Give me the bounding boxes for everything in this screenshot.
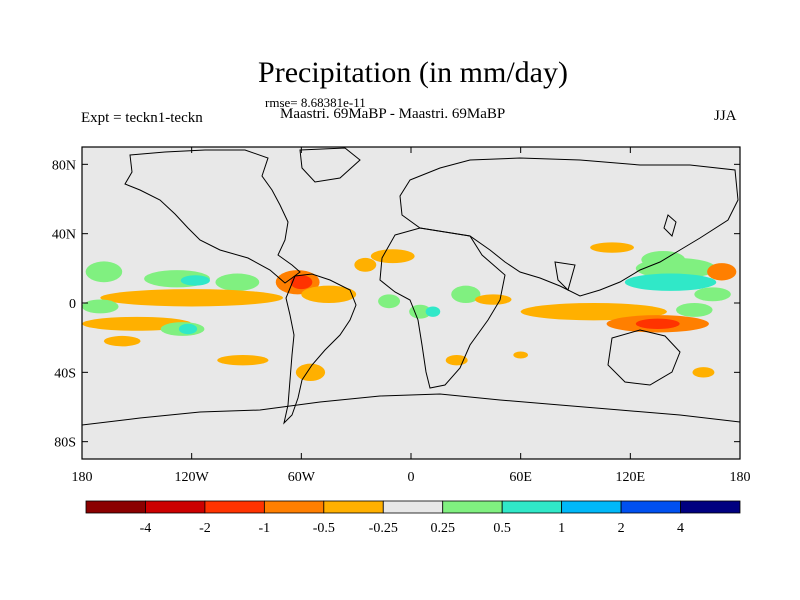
y-tick-label: 80N: [52, 158, 76, 173]
anomaly-layer: [82, 228, 737, 407]
x-tick-label: 60W: [288, 470, 316, 485]
greenland-coast: [299, 147, 361, 183]
plot-subtitle: Maastri. 69MaBP - Maastri. 69MaBP: [280, 106, 506, 122]
anomaly-patch: [217, 355, 269, 366]
y-axis: 80N 40N 0 40S 80S: [52, 158, 740, 451]
colorbar-label: -1: [259, 521, 271, 536]
x-tick-label: 60E: [509, 470, 532, 485]
anomaly-patch: [411, 231, 448, 243]
anomaly-patch: [378, 294, 401, 309]
anomaly-patch: [295, 363, 326, 382]
colorbar-label: 2: [618, 521, 625, 536]
plot-title: Precipitation (in mm/day): [258, 56, 568, 89]
anomaly-patch: [451, 285, 481, 304]
africa-coast: [379, 227, 506, 389]
anomaly-patch: [635, 318, 680, 329]
colorbar-swatch: [145, 500, 206, 514]
anomaly-patch: [400, 381, 452, 392]
colorbar-swatch: [204, 500, 265, 514]
anomaly-patch: [676, 303, 713, 317]
anomaly-patch: [520, 303, 667, 321]
anomaly-patch: [228, 382, 265, 397]
colorbar-swatch: [263, 500, 325, 514]
anomaly-patch: [82, 299, 119, 314]
coastlines: [82, 147, 740, 426]
anomaly-patch: [513, 351, 528, 359]
anomaly-patch: [438, 273, 475, 288]
colorbar-swatch: [85, 500, 146, 514]
australia-coast: [607, 329, 681, 386]
anomaly-patch: [387, 277, 417, 295]
colorbar-label: -2: [199, 521, 211, 536]
india-coast: [554, 261, 576, 291]
x-tick-label: 180: [730, 470, 751, 485]
antarctica-coast: [82, 393, 740, 426]
x-axis: 180 120W 60W 0 60E 120E 180: [72, 147, 751, 485]
colorbar-label: 1: [558, 521, 565, 536]
colorbar-label: 4: [677, 521, 684, 536]
anomaly-patch: [445, 355, 468, 366]
north-america-coast: [124, 149, 301, 284]
anomaly-patch: [409, 304, 432, 319]
colorbar-label: -4: [140, 521, 152, 536]
anomaly-patch: [655, 228, 678, 239]
rmse-label: rmse= 8.68381e-11: [265, 95, 366, 110]
colorbar-label: -0.5: [313, 521, 335, 536]
colorbar-swatch: [620, 500, 681, 514]
anomaly-patch: [162, 379, 203, 407]
anomaly-patch: [100, 289, 284, 307]
colorbar-swatch: [501, 500, 563, 514]
anomaly-patch: [215, 273, 260, 291]
japan-coast: [663, 214, 677, 237]
colorbar-swatch: [680, 500, 741, 514]
anomaly-patch: [85, 261, 123, 283]
anomaly-patch: [103, 335, 141, 347]
anomaly-patch: [354, 257, 377, 272]
anomaly-patch: [590, 242, 634, 253]
anomaly-patch: [290, 275, 313, 290]
season-label: JJA: [714, 108, 737, 124]
anomaly-patch: [425, 306, 441, 317]
anomaly-patch: [178, 323, 198, 335]
colorbar-swatch: [323, 500, 384, 514]
y-tick-label: 40N: [52, 228, 76, 243]
anomaly-patch: [370, 249, 415, 264]
y-tick-label: 0: [69, 297, 76, 312]
colorbar-swatch: [382, 500, 444, 514]
anomaly-patch: [180, 275, 210, 286]
anomaly-patch: [624, 273, 717, 291]
south-america-coast: [283, 273, 357, 425]
x-tick-label: 180: [72, 470, 93, 485]
anomaly-patch: [694, 287, 731, 302]
x-tick-label: 120E: [616, 470, 646, 485]
colorbar-swatch: [561, 500, 622, 514]
anomaly-patch: [474, 294, 512, 305]
colorbar-label: 0.25: [430, 521, 455, 536]
colorbar: -4 -2 -1 -0.5 -0.25 0.25 0.5 1 2 4: [85, 500, 741, 536]
anomaly-patch: [301, 285, 357, 304]
anomaly-patch: [707, 263, 737, 281]
colorbar-label: 0.5: [493, 521, 511, 536]
anomaly-patch: [692, 367, 715, 378]
eurasia-coast: [399, 157, 739, 297]
x-tick-label: 120W: [175, 470, 210, 485]
colorbar-swatch: [442, 500, 503, 514]
experiment-label: Expt = teckn1-teckn: [81, 110, 203, 126]
y-tick-label: 80S: [54, 436, 76, 451]
y-tick-label: 40S: [54, 366, 76, 381]
x-tick-label: 0: [408, 470, 415, 485]
colorbar-label: -0.25: [369, 521, 398, 536]
